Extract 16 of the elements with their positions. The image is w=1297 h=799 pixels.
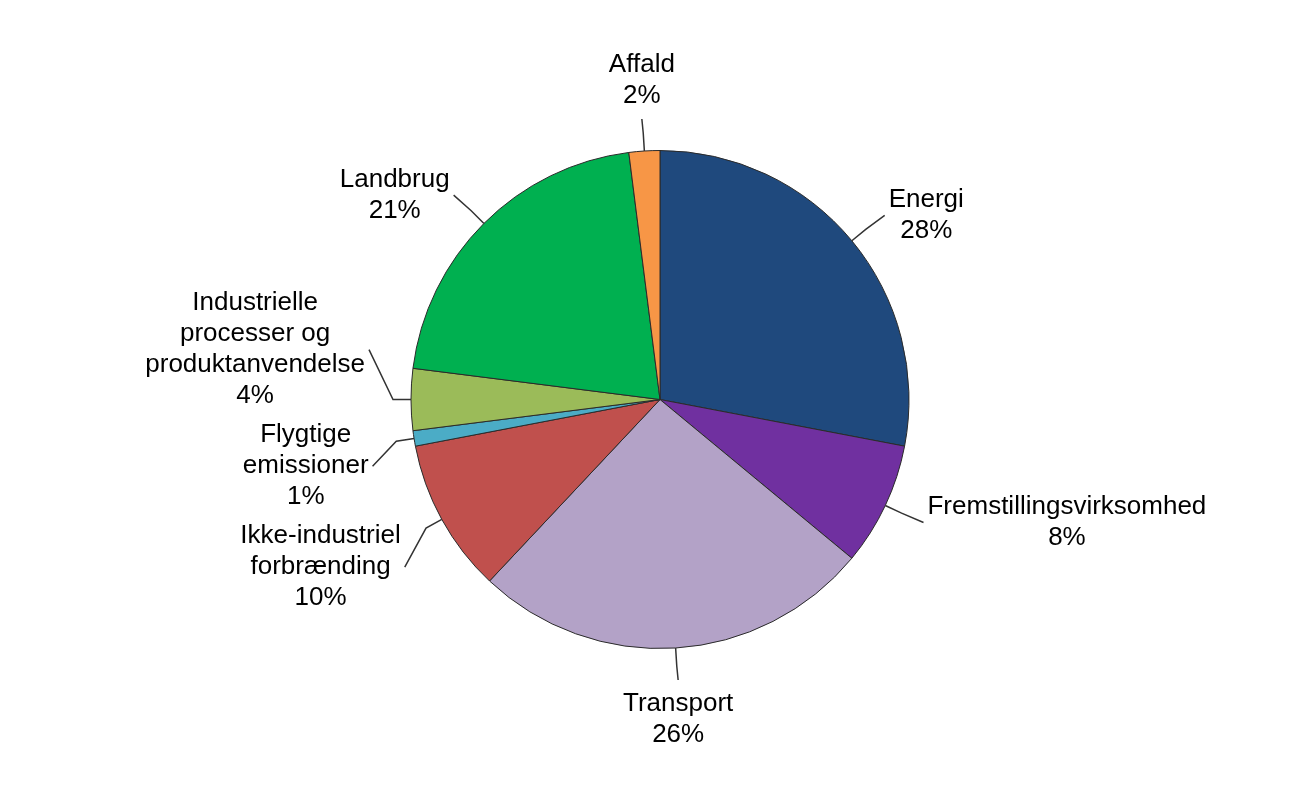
slice-label: Transport <box>623 686 735 717</box>
data-label: 28% <box>900 213 953 244</box>
data-label: 10% <box>294 581 347 612</box>
data-label: 26% <box>652 717 705 748</box>
slice-label: Flygtige emissioner <box>242 418 369 480</box>
slice-label: Industrielle processer og produktanvendelse <box>145 286 365 379</box>
data-label: 1% <box>286 480 325 511</box>
slice-label: Landbrug <box>339 162 450 193</box>
data-label: 21% <box>368 193 421 224</box>
slice-label: Ikke-industriel forbrænding <box>240 519 401 581</box>
data-label: 8% <box>1048 521 1086 552</box>
data-label: 4% <box>236 379 274 410</box>
data-label: 2% <box>623 78 661 109</box>
slice-label: Energi <box>888 182 964 213</box>
slice-label: Affald <box>608 47 675 78</box>
slice-label: Fremstillingsvirksomhed <box>927 490 1207 521</box>
